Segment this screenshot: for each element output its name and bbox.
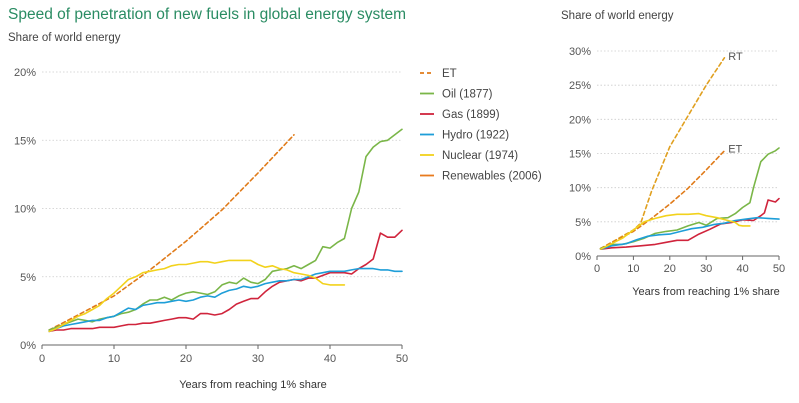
left-y-axis-title: Share of world energy bbox=[8, 32, 121, 44]
series-line-hydro bbox=[48, 267, 403, 333]
legend-item-hydro: Hydro (1922) bbox=[420, 130, 509, 142]
series-line-gas bbox=[599, 197, 780, 250]
x-tick-label: 10 bbox=[627, 263, 639, 275]
x-axis-title: Years from reaching 1% share bbox=[632, 286, 780, 298]
legend-item-nuclear: Nuclear (1974) bbox=[420, 150, 518, 162]
y-tick-label: 5% bbox=[575, 217, 591, 229]
series-line-oil bbox=[48, 128, 403, 331]
x-tick-label: 30 bbox=[252, 353, 264, 365]
x-tick-label: 50 bbox=[396, 353, 408, 365]
y-tick-label: 30% bbox=[569, 46, 591, 58]
y-tick-label: 20% bbox=[14, 67, 36, 79]
legend-label: ET bbox=[442, 68, 457, 80]
x-tick-label: 30 bbox=[700, 263, 712, 275]
right-y-axis-title: Share of world energy bbox=[561, 10, 674, 22]
y-tick-label: 15% bbox=[14, 135, 36, 147]
legend-item-renewables: Renewables (2006) bbox=[420, 171, 542, 183]
legend-label: Hydro (1922) bbox=[442, 130, 509, 142]
x-axis-title: Years from reaching 1% share bbox=[179, 379, 327, 391]
legend-item-oil: Oil (1877) bbox=[420, 89, 493, 101]
y-tick-label: 15% bbox=[569, 149, 591, 161]
x-tick-label: 20 bbox=[180, 353, 192, 365]
series-line-rt bbox=[599, 56, 726, 250]
series-line-nuclear bbox=[48, 259, 346, 333]
legend-label: Gas (1899) bbox=[442, 109, 500, 121]
series-line-gas bbox=[48, 229, 403, 333]
legend: ET Oil (1877) Gas (1899) Hydro (1922) Nuclea… bbox=[420, 68, 542, 183]
legend-label: Oil (1877) bbox=[442, 89, 493, 101]
y-tick-label: 10% bbox=[14, 204, 36, 216]
series-line-oil bbox=[599, 147, 780, 250]
legend-item-gas: Gas (1899) bbox=[420, 109, 500, 121]
legend-label: Renewables (2006) bbox=[442, 171, 542, 183]
chart-right: 0% 5% 10% 15% 20% 25% 30% 0 10 20 30 40 50 Years from… bbox=[569, 46, 785, 298]
y-tick-label: 0% bbox=[20, 340, 36, 352]
chart-title: Speed of penetration of new fuels in glo… bbox=[8, 6, 407, 23]
legend-item-et: ET bbox=[420, 68, 457, 80]
series-line-et bbox=[599, 150, 726, 250]
chart-left: 0% 5% 10% 15% 20% 0 10 20 30 40 50 Years from reach… bbox=[14, 67, 542, 391]
series-label-rt: RT bbox=[728, 51, 743, 63]
y-tick-label: 5% bbox=[20, 272, 36, 284]
x-tick-label: 0 bbox=[39, 353, 45, 365]
y-tick-label: 10% bbox=[569, 183, 591, 195]
series-line-et bbox=[48, 134, 295, 331]
x-tick-label: 20 bbox=[664, 263, 676, 275]
x-tick-label: 50 bbox=[773, 263, 785, 275]
y-tick-label: 0% bbox=[575, 251, 591, 263]
y-tick-label: 25% bbox=[569, 80, 591, 92]
x-tick-label: 40 bbox=[736, 263, 748, 275]
x-tick-label: 0 bbox=[594, 263, 600, 275]
series-line-hydro bbox=[599, 216, 780, 250]
x-tick-label: 10 bbox=[108, 353, 120, 365]
y-tick-label: 20% bbox=[569, 114, 591, 126]
series-label-et: ET bbox=[728, 144, 742, 156]
x-tick-label: 40 bbox=[324, 353, 336, 365]
series-line-nuclear bbox=[599, 212, 751, 250]
legend-label: Nuclear (1974) bbox=[442, 150, 518, 162]
